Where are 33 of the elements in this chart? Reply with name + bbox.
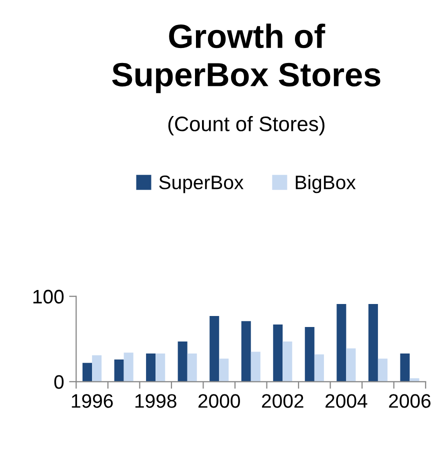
y-tick-label: 100 (33, 290, 64, 304)
bar (82, 362, 92, 382)
bar (314, 354, 324, 382)
bar (400, 354, 410, 382)
bar (368, 304, 378, 382)
x-tick-label: 2006 (389, 394, 430, 408)
x-tick-label: 2004 (326, 394, 368, 408)
bar (336, 304, 346, 382)
chart-title: Growth of SuperBox Stores (112, 24, 380, 94)
bar (156, 354, 166, 382)
bar (304, 327, 314, 382)
legend-label: BigBox (296, 175, 356, 194)
bar (210, 316, 220, 382)
bar (346, 348, 356, 382)
bar (124, 352, 134, 382)
x-tick-label: 2000 (198, 394, 240, 408)
bar (282, 342, 292, 382)
bar (241, 321, 251, 382)
bar (92, 355, 102, 382)
x-tick-label: 2002 (262, 394, 304, 408)
x-tick-label: 1998 (135, 394, 176, 408)
bar (187, 354, 197, 382)
bar (273, 324, 283, 382)
x-tick-label: 1996 (72, 394, 113, 408)
bar (178, 342, 188, 382)
legend-label: SuperBox (159, 176, 244, 194)
bar (219, 358, 229, 382)
chart-subtitle: (Count of Stores) (168, 116, 324, 136)
bar (378, 358, 388, 382)
bar (250, 352, 260, 382)
bar (146, 354, 156, 382)
y-tick-label: 0 (54, 375, 64, 389)
bar (114, 359, 124, 382)
